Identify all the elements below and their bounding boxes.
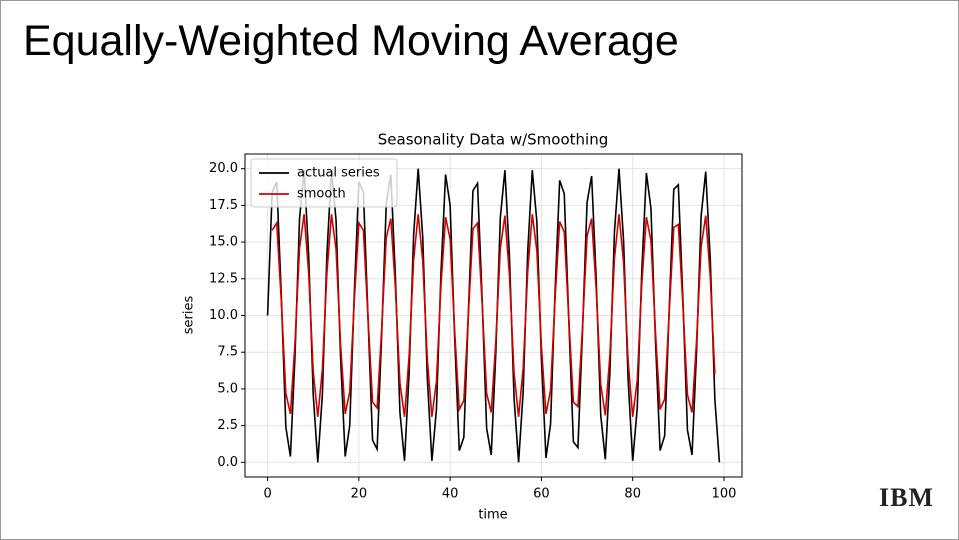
x-tick-label: 40 [442, 487, 459, 502]
y-axis-label: series [182, 296, 197, 335]
y-tick-label: 2.5 [217, 418, 238, 433]
x-tick-label: 0 [263, 487, 271, 502]
logo: IBM [879, 483, 934, 512]
y-tick-label: 17.5 [209, 198, 238, 213]
x-axis-label: time [478, 508, 507, 523]
y-tick-label: 12.5 [209, 271, 238, 286]
y-tick-label: 7.5 [217, 345, 238, 360]
x-tick-label: 60 [533, 487, 550, 502]
plot-frame [244, 153, 743, 478]
x-tick-label: 20 [351, 487, 368, 502]
y-tick-label: 20.0 [209, 161, 238, 176]
x-tick-label: 80 [624, 487, 641, 502]
y-tick-label: 0.0 [217, 455, 238, 470]
legend-box [250, 158, 398, 208]
series-line [266, 168, 721, 463]
series-line [271, 214, 716, 417]
y-tick-label: 5.0 [217, 381, 238, 396]
x-tick-label: 100 [712, 487, 737, 502]
y-tick-label: 10.0 [209, 308, 238, 323]
legend-label: smooth [297, 187, 346, 202]
slide-title: Equally-Weighted Moving Average [23, 17, 679, 65]
legend-label: actual series [297, 166, 380, 181]
y-tick-label: 15.0 [209, 235, 238, 250]
chart-title: Seasonality Data w/Smoothing [378, 131, 608, 149]
